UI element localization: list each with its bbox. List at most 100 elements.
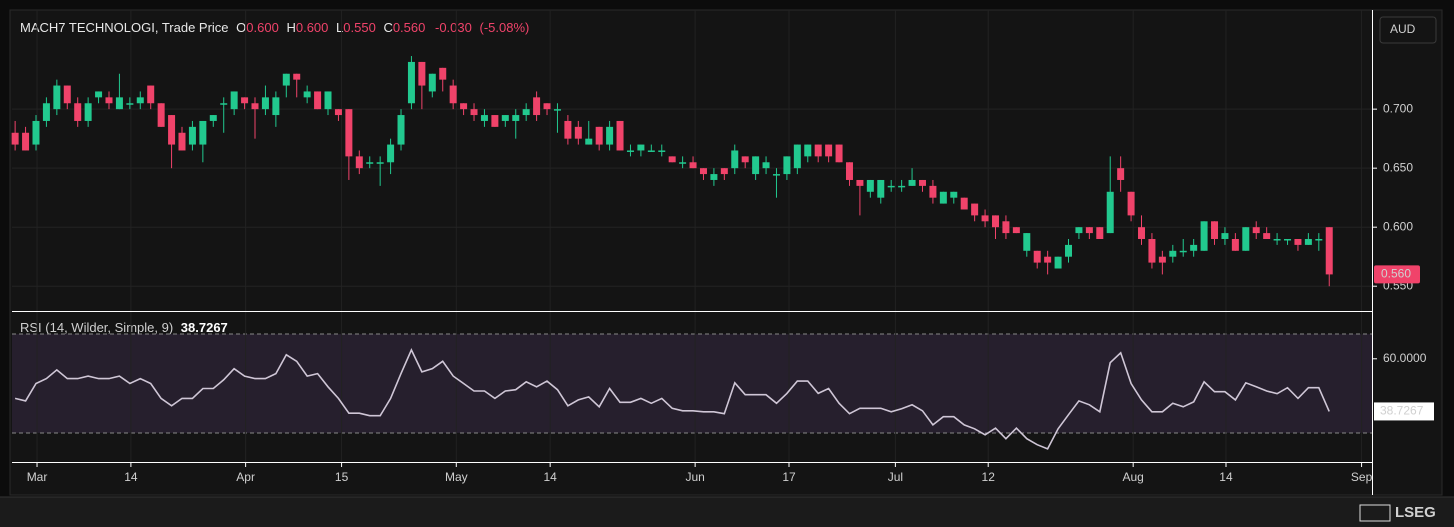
candle-body [418,61,426,86]
candle-body [616,120,624,151]
y-tick-label: 60.0000 [1383,351,1427,365]
candle-body [939,191,947,204]
last-rsi-label: 38.7267 [1380,404,1424,418]
candle-body [1200,221,1208,251]
candle-body [136,97,144,104]
currency-label[interactable]: AUD [1390,22,1416,36]
candle-body [126,103,134,105]
last-rsi-tag [1374,402,1434,421]
candle-body [585,138,593,145]
x-tick-label: 12 [982,470,996,484]
candle-body [960,197,968,210]
candle-body [679,162,687,164]
candle-body [105,97,113,104]
y-tick-label: 0.700 [1383,101,1413,115]
candle-body [1252,227,1260,234]
currency-button[interactable] [1379,16,1437,44]
candle-body [647,150,655,152]
candle-body [991,215,999,228]
candle-body [606,126,614,145]
candle-body [533,97,541,116]
x-tick-label: Apr [236,470,255,484]
candle-body [324,91,332,110]
candle-body [1065,244,1073,257]
candle-body [981,215,989,222]
last-price-label: 0.560 [1381,267,1411,281]
candle-body [668,156,676,163]
candle-body [1284,238,1292,241]
candle-body [825,144,833,157]
candle-body [1221,233,1229,239]
candle-body [512,115,520,121]
change-pct: (-5.08%) [480,20,530,35]
candle-body [95,91,103,98]
candle-body [918,179,926,186]
candle-body [366,162,374,164]
legend-header: MACH7 TECHNOLOGI, Trade Price O0.600 H0.… [20,20,529,35]
candle-body [1127,191,1135,216]
brand-icon [1359,504,1391,522]
candle-body [866,179,874,192]
rsi-header: RSI (14, Wilder, Simple, 9) 38.7267 [20,320,228,335]
candle-body [1263,233,1271,239]
rsi-current: 38.7267 [181,320,228,335]
candle-body [230,91,238,110]
x-tick-label: Jul [888,470,903,484]
x-tick-label: 14 [124,470,138,484]
brand-name: LSEG [1395,504,1436,521]
candle-body [950,191,958,198]
candle-body [1075,227,1083,234]
candle-body [971,203,979,216]
candle-body [929,185,937,198]
candle-body [168,115,176,145]
candle-body [449,85,457,104]
symbol: MACH7 TECHNOLOGI, Trade Price [20,20,229,35]
candle-body [199,120,207,145]
candle-body [1294,238,1302,245]
candle-body [314,91,322,110]
ohlc-value: 0.600 [296,20,329,35]
y-tick-label: 0.600 [1383,219,1413,233]
candle-body [1273,238,1281,241]
rsi-line [14,347,1330,450]
candle-body [42,103,50,121]
candle-body [188,126,196,145]
candle-body [1169,250,1177,257]
x-tick-label: Sep [1351,470,1373,484]
candle-body [439,67,447,80]
candle-body [1315,238,1323,241]
candle-body [793,144,801,169]
candle-body [345,109,353,157]
candle-body [1211,221,1219,239]
rsi-name: RSI (14, Wilder, Simple, 9) [20,320,173,335]
candle-body [752,156,760,175]
y-tick-label: 0.650 [1383,160,1413,174]
candle-body [209,115,217,121]
candle-body [397,115,405,145]
candle-body [460,103,468,110]
candle-body [115,97,123,110]
candle-body [1012,227,1020,234]
candle-body [908,179,916,186]
candle-body [32,120,40,145]
candle-body [22,132,30,151]
candle-body [731,150,739,169]
candle-body [1054,256,1062,269]
candle-body [1179,250,1187,253]
candle-body [501,115,509,121]
candle-body [772,174,780,176]
candle-body [887,185,895,188]
candle-body [334,109,342,116]
candle-body [543,103,551,110]
candle-body [710,174,718,180]
candle-body [387,144,395,163]
candle-body [355,156,363,169]
footer [0,497,1454,527]
candle-body [574,126,582,139]
candle-body [1158,256,1166,263]
x-tick-label: Aug [1122,470,1143,484]
candle-body [261,97,269,110]
candle-body [178,132,186,151]
candle-body [741,156,749,163]
